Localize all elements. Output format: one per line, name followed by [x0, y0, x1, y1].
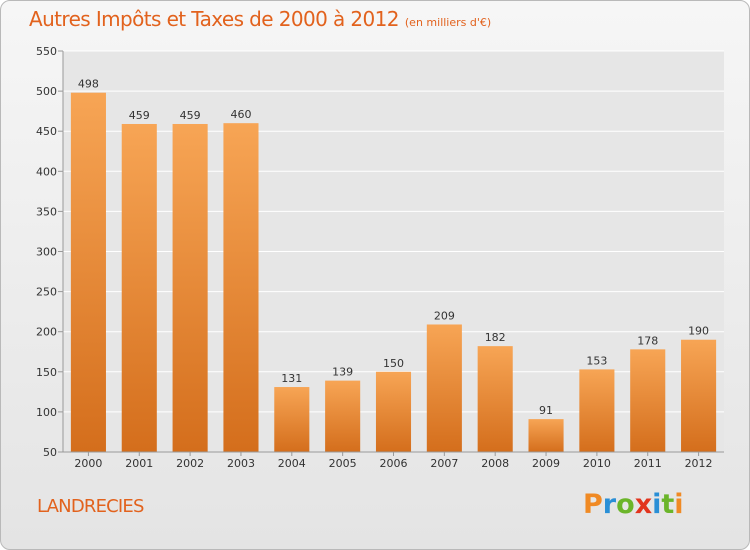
data-label-2009: 91	[539, 404, 553, 417]
x-tick-label-2010: 2010	[583, 457, 611, 470]
y-tick-label: 200	[36, 326, 57, 339]
y-tick-label: 100	[36, 406, 57, 419]
x-tick-label-2006: 2006	[380, 457, 408, 470]
y-axis: 50 100 150 200 250 300 350 400 450 500 550	[36, 45, 64, 459]
y-tick-label: 150	[36, 366, 57, 379]
bar-2010	[579, 369, 615, 452]
data-label-2012: 190	[688, 325, 709, 338]
logo-letter: o	[616, 489, 635, 520]
bar-2008	[477, 346, 513, 452]
y-tick-label: 300	[36, 246, 57, 259]
data-label-2011: 178	[637, 334, 658, 347]
y-tick-label: 350	[36, 205, 57, 218]
commune-name: LANDRECIES	[37, 496, 144, 517]
logo-letter: x	[634, 489, 653, 520]
bar-2002	[172, 123, 208, 453]
y-tick-label: 50	[43, 446, 57, 459]
x-tick-label-2001: 2001	[125, 457, 153, 470]
bar-2011	[630, 349, 666, 452]
x-tick-label-2007: 2007	[430, 457, 458, 470]
unit-note: (en milliers d'€)	[404, 16, 492, 29]
bar-2003	[223, 123, 259, 453]
title-text: Autres Impôts et Taxes de 2000 à 2012	[29, 7, 399, 31]
x-tick-label-2004: 2004	[278, 457, 306, 470]
y-tick-label: 250	[36, 286, 57, 299]
x-tick-label-2009: 2009	[532, 457, 560, 470]
data-label-2004: 131	[281, 372, 302, 385]
bars	[70, 92, 717, 453]
y-tick-label: 500	[36, 85, 57, 98]
bar-2009	[528, 419, 564, 452]
x-tick-label-2012: 2012	[685, 457, 713, 470]
x-tick-label-2000: 2000	[74, 457, 102, 470]
data-label-2007: 209	[434, 309, 455, 322]
y-tick-label: 550	[36, 45, 57, 58]
logo-letter: P	[583, 489, 603, 520]
bar-2005	[325, 380, 361, 452]
data-label-2006: 150	[383, 357, 404, 370]
logo-letter: r	[602, 489, 617, 520]
logo-letter: t	[661, 489, 675, 520]
x-tick-label-2011: 2011	[634, 457, 662, 470]
proxiti-logo[interactable]: Proxiti	[583, 489, 684, 520]
data-labels: 498 459 459 460 131 139 150 209 182 91 153 178 190	[78, 78, 709, 417]
bar-2006	[375, 371, 412, 452]
x-tick-label-2003: 2003	[227, 457, 255, 470]
data-label-2000: 498	[78, 78, 99, 91]
y-tick-label: 450	[36, 125, 57, 138]
data-label-2005: 139	[332, 366, 353, 379]
bar-2001	[121, 123, 157, 453]
x-axis: 2000 2001 2002 2003 2004 2005 2006 2007 2008 2009…	[63, 451, 724, 470]
data-label-2001: 459	[129, 109, 150, 122]
x-tick-label-2005: 2005	[329, 457, 357, 470]
bar-2007	[426, 324, 462, 452]
y-tick-label: 400	[36, 165, 57, 178]
bar-2004	[274, 387, 310, 452]
data-label-2003: 460	[230, 108, 251, 121]
chart-title: Autres Impôts et Taxes de 2000 à 2012 (en…	[29, 7, 491, 31]
logo-letter: i	[674, 489, 684, 520]
bar-2000	[70, 92, 106, 452]
logo-letter: i	[652, 489, 662, 520]
x-tick-label-2008: 2008	[481, 457, 509, 470]
data-label-2008: 182	[485, 331, 506, 344]
x-tick-label-2002: 2002	[176, 457, 204, 470]
data-label-2002: 459	[180, 109, 201, 122]
bar-2012	[681, 339, 717, 452]
data-label-2010: 153	[586, 354, 607, 367]
